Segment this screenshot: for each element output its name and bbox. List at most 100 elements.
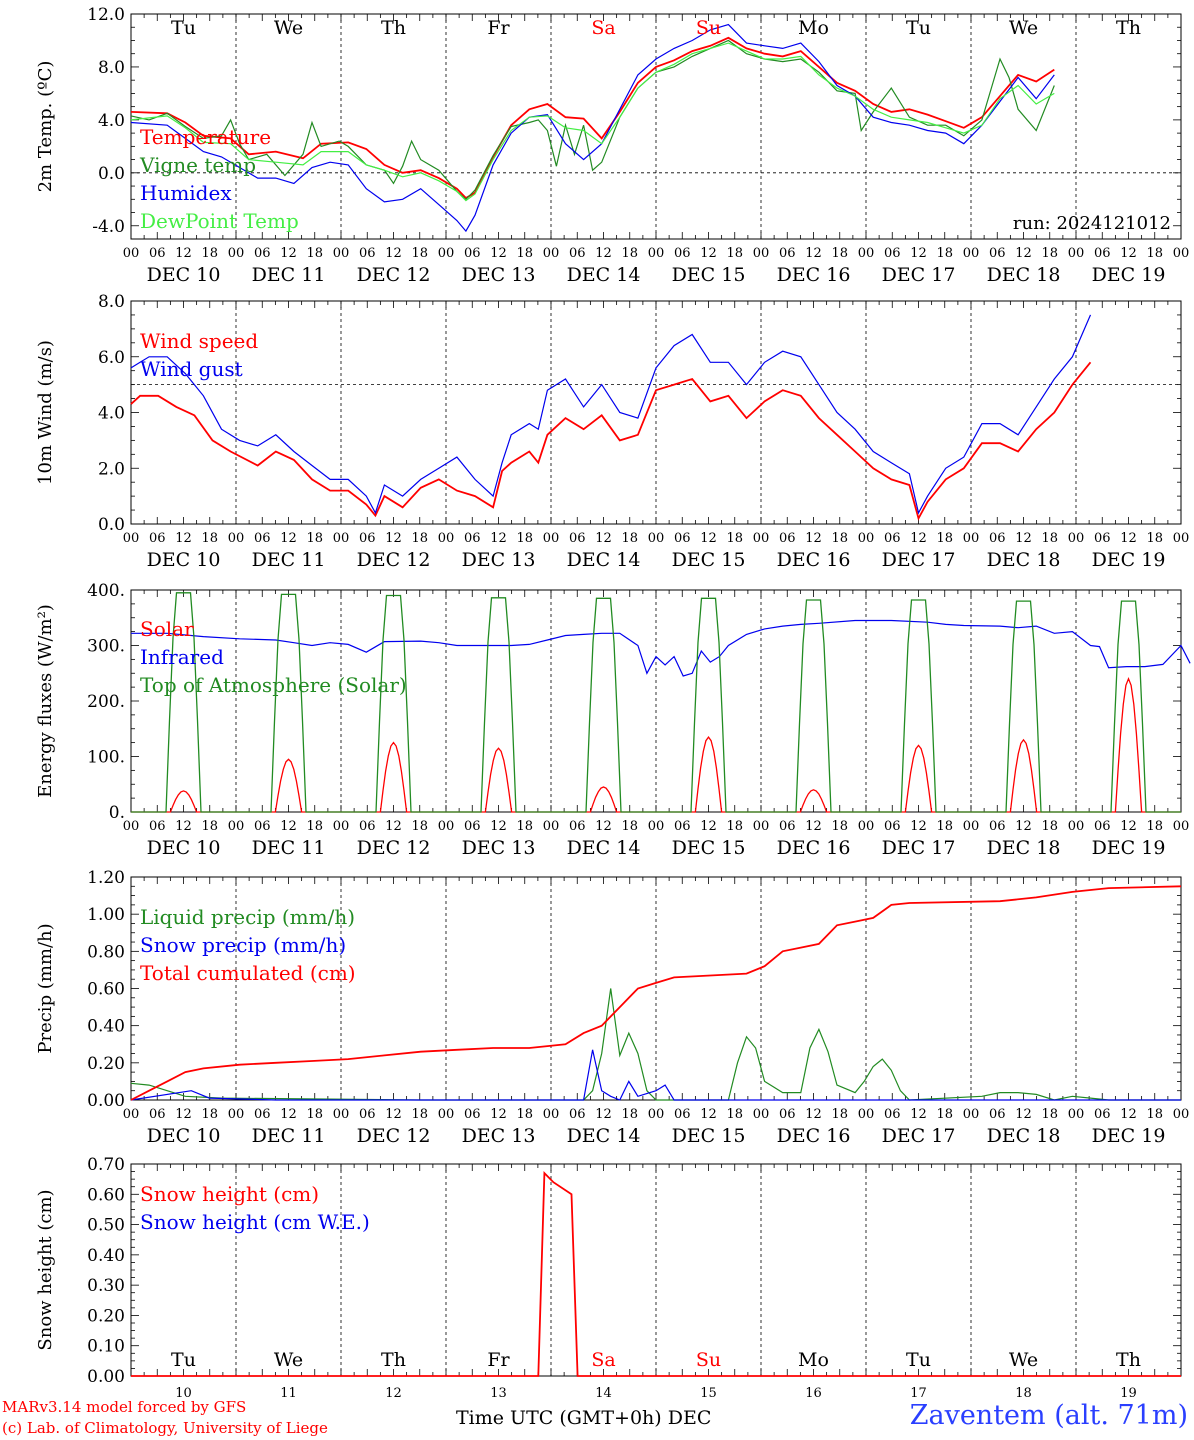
hour-tick-label: 00 (1068, 819, 1085, 834)
hour-tick-label: 18 (1041, 819, 1058, 834)
hour-tick-label: 18 (201, 1107, 218, 1122)
hour-tick-label: 12 (700, 531, 717, 546)
y-tick-label: 0.60 (87, 1185, 125, 1205)
hour-tick-label: 12 (700, 1107, 717, 1122)
y-tick-label: 4.0 (98, 111, 125, 131)
hour-tick-label: 06 (464, 1107, 481, 1122)
day-number-label: 13 (490, 1386, 507, 1401)
hour-tick-label: 12 (1120, 531, 1137, 546)
hour-tick-label: 00 (123, 246, 140, 261)
hour-tick-label: 12 (1015, 531, 1032, 546)
hour-tick-label: 06 (884, 246, 901, 261)
y-tick-label: 0.00 (87, 1091, 125, 1111)
date-label: DEC 15 (672, 264, 746, 286)
hour-tick-label: 12 (910, 1107, 927, 1122)
hour-tick-label: 18 (726, 819, 743, 834)
hour-tick-label: 06 (779, 1107, 796, 1122)
hour-tick-label: 00 (123, 531, 140, 546)
hour-tick-label: 12 (175, 819, 192, 834)
hour-tick-label: 18 (1146, 531, 1163, 546)
model-credit: MARv3.14 model forced by GFS (2, 1398, 247, 1416)
y-tick-label: 0.40 (87, 1017, 125, 1037)
hour-tick-label: 06 (989, 1107, 1006, 1122)
hour-tick-label: 18 (411, 246, 428, 261)
hour-tick-label: 00 (438, 531, 455, 546)
series-line-snow-precip-mm-h- (130, 1049, 1181, 1101)
date-label: DEC 13 (462, 264, 536, 286)
hour-tick-label: 12 (280, 819, 297, 834)
hour-tick-label: 00 (228, 1107, 245, 1122)
hour-tick-label: 06 (464, 531, 481, 546)
hour-tick-label: 00 (963, 531, 980, 546)
legend-entry: DewPoint Temp (140, 209, 299, 233)
date-label: DEC 19 (1092, 1125, 1166, 1147)
hour-tick-label: 18 (411, 531, 428, 546)
series-line-infrared (131, 619, 1191, 677)
date-label: DEC 11 (252, 264, 326, 286)
y-tick-label: 1.00 (87, 905, 125, 925)
weekday-label: We (1009, 17, 1038, 39)
y-axis-title: Snow height (cm) (35, 1189, 56, 1350)
hour-tick-label: 06 (149, 246, 166, 261)
date-label: DEC 18 (987, 264, 1061, 286)
date-label: DEC 14 (567, 549, 641, 571)
date-label: DEC 16 (777, 837, 851, 859)
hour-tick-label: 12 (175, 246, 192, 261)
day-number-label: 15 (700, 1386, 717, 1401)
weekday-label: Th (1116, 1349, 1141, 1371)
series-line-vigne-temp (130, 39, 1055, 201)
hour-tick-label: 00 (1173, 531, 1190, 546)
legend-entry: Total cumulated (cm) (140, 961, 356, 985)
hour-tick-label: 18 (621, 819, 638, 834)
hour-tick-label: 18 (1146, 819, 1163, 834)
y-axis-title: 10m Wind (m/s) (35, 340, 56, 485)
hour-tick-label: 00 (1068, 1107, 1085, 1122)
hour-tick-label: 12 (805, 1107, 822, 1122)
hour-tick-label: 06 (254, 819, 271, 834)
hour-tick-label: 18 (516, 246, 533, 261)
hour-tick-label: 00 (438, 819, 455, 834)
hour-tick-label: 18 (201, 531, 218, 546)
hour-tick-label: 12 (1120, 246, 1137, 261)
y-tick-label: 8.0 (98, 58, 125, 78)
legend-entry: Infrared (140, 645, 224, 669)
y-tick-label: 0.0 (98, 515, 125, 535)
day-number-label: 11 (280, 1386, 297, 1401)
hour-tick-label: 18 (411, 819, 428, 834)
date-label: DEC 12 (357, 837, 431, 859)
day-number-label: 17 (910, 1386, 927, 1401)
hour-tick-label: 00 (543, 819, 560, 834)
date-label: DEC 18 (987, 1125, 1061, 1147)
date-label: DEC 14 (567, 837, 641, 859)
date-label: DEC 13 (462, 1125, 536, 1147)
hour-tick-label: 00 (858, 531, 875, 546)
hour-tick-label: 06 (1094, 246, 1111, 261)
hour-tick-label: 00 (858, 819, 875, 834)
y-tick-label: 400. (87, 581, 125, 601)
y-axis-title: Energy fluxes (W/m²) (35, 604, 56, 798)
hour-tick-label: 06 (149, 1107, 166, 1122)
hour-tick-label: 00 (753, 246, 770, 261)
date-label: DEC 11 (252, 549, 326, 571)
hour-tick-label: 06 (884, 531, 901, 546)
date-label: DEC 19 (1092, 549, 1166, 571)
hour-tick-label: 00 (123, 819, 140, 834)
weekday-label: Tu (906, 1349, 931, 1371)
weekday-label: Su (696, 17, 721, 39)
hour-tick-label: 18 (306, 246, 323, 261)
hour-tick-label: 00 (228, 531, 245, 546)
y-tick-label: 0.0 (98, 164, 125, 184)
legend-entry: Liquid precip (mm/h) (140, 905, 355, 929)
weekday-label: Sa (591, 1349, 615, 1371)
hour-tick-label: 18 (831, 246, 848, 261)
series-line-liquid-precip-mm-h- (130, 988, 1181, 1101)
hour-tick-label: 12 (595, 1107, 612, 1122)
date-label: DEC 14 (567, 264, 641, 286)
hour-tick-label: 18 (831, 531, 848, 546)
hour-tick-label: 18 (621, 1107, 638, 1122)
y-axis-title: 2m Temp. (ºC) (35, 61, 56, 193)
plot-frame (130, 13, 1182, 240)
hour-tick-label: 18 (201, 819, 218, 834)
weekday-label: We (274, 1349, 303, 1371)
